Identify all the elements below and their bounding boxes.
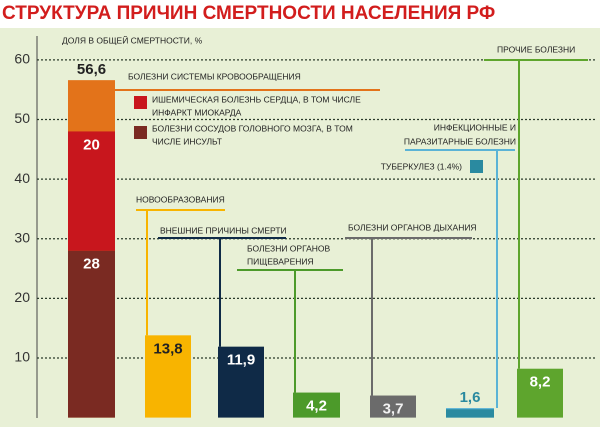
y-axis-label: ДОЛЯ В ОБЩЕЙ СМЕРТНОСТИ, % <box>62 34 203 45</box>
chart-title: СТРУКТУРА ПРИЧИН СМЕРТНОСТИ НАСЕЛЕНИЯ РФ <box>2 3 495 24</box>
segment-label: БОЛЕЗНИ СОСУДОВ ГОЛОВНОГО МОЗГА, В ТОМ <box>152 123 353 133</box>
value-label: 13,8 <box>153 340 182 357</box>
value-label: 1,6 <box>460 389 481 406</box>
segment-value-label: 28 <box>83 256 100 273</box>
legend-swatch <box>134 96 147 109</box>
value-label: 56,6 <box>77 61 106 78</box>
value-label: 11,9 <box>227 352 255 369</box>
bar-segment <box>68 250 115 418</box>
segment-label: ЧИСЛЕ ИНСУЛЬТ <box>152 136 222 146</box>
bar <box>218 346 264 418</box>
value-label: 4,2 <box>306 398 327 415</box>
y-tick-label: 20 <box>14 289 30 305</box>
bar <box>293 392 340 418</box>
category-label: ПАРАЗИТАРНЫЕ БОЛЕЗНИ <box>404 136 516 146</box>
y-tick-label: 60 <box>14 51 30 67</box>
y-tick-label: 10 <box>14 349 30 365</box>
y-tick-label: 50 <box>14 110 30 126</box>
y-tick-label: 40 <box>14 170 30 186</box>
y-tick-label: 30 <box>14 229 30 245</box>
category-label: НОВООБРАЗОВАНИЯ <box>136 194 225 204</box>
category-label: БОЛЕЗНИ СИСТЕМЫ КРОВООБРАЩЕНИЯ <box>128 71 301 81</box>
segment-value-label: 20 <box>83 136 100 153</box>
category-label: БОЛЕЗНИ ОРГАНОВ <box>247 243 331 253</box>
segment-label: ИШЕМИЧЕСКАЯ БОЛЕЗНЬ СЕРДЦА, В ТОМ ЧИСЛЕ <box>152 94 361 104</box>
category-label: ВНЕШНИЕ ПРИЧИНЫ СМЕРТИ <box>160 225 287 235</box>
category-label: ИНФЕКЦИОННЫЕ И <box>434 122 516 132</box>
bar <box>517 368 563 418</box>
bar <box>145 335 191 418</box>
bar-segment <box>446 409 494 418</box>
bar-segment <box>68 131 115 251</box>
bar <box>370 395 416 418</box>
value-label: 8,2 <box>530 374 551 391</box>
category-label: ПРОЧИЕ БОЛЕЗНИ <box>497 44 575 54</box>
legend-swatch <box>134 126 147 139</box>
category-label: ПИЩЕВАРЕНИЯ <box>247 256 314 266</box>
segment-label: ТУБЕРКУЛЕЗ (1.4%) <box>381 161 462 171</box>
segment-label: ИНФАРКТ МИОКАРДА <box>152 107 242 117</box>
legend-swatch <box>470 160 483 173</box>
category-label: БОЛЕЗНИ ОРГАНОВ ДЫХАНИЯ <box>348 222 477 232</box>
value-label: 3,7 <box>383 401 404 418</box>
